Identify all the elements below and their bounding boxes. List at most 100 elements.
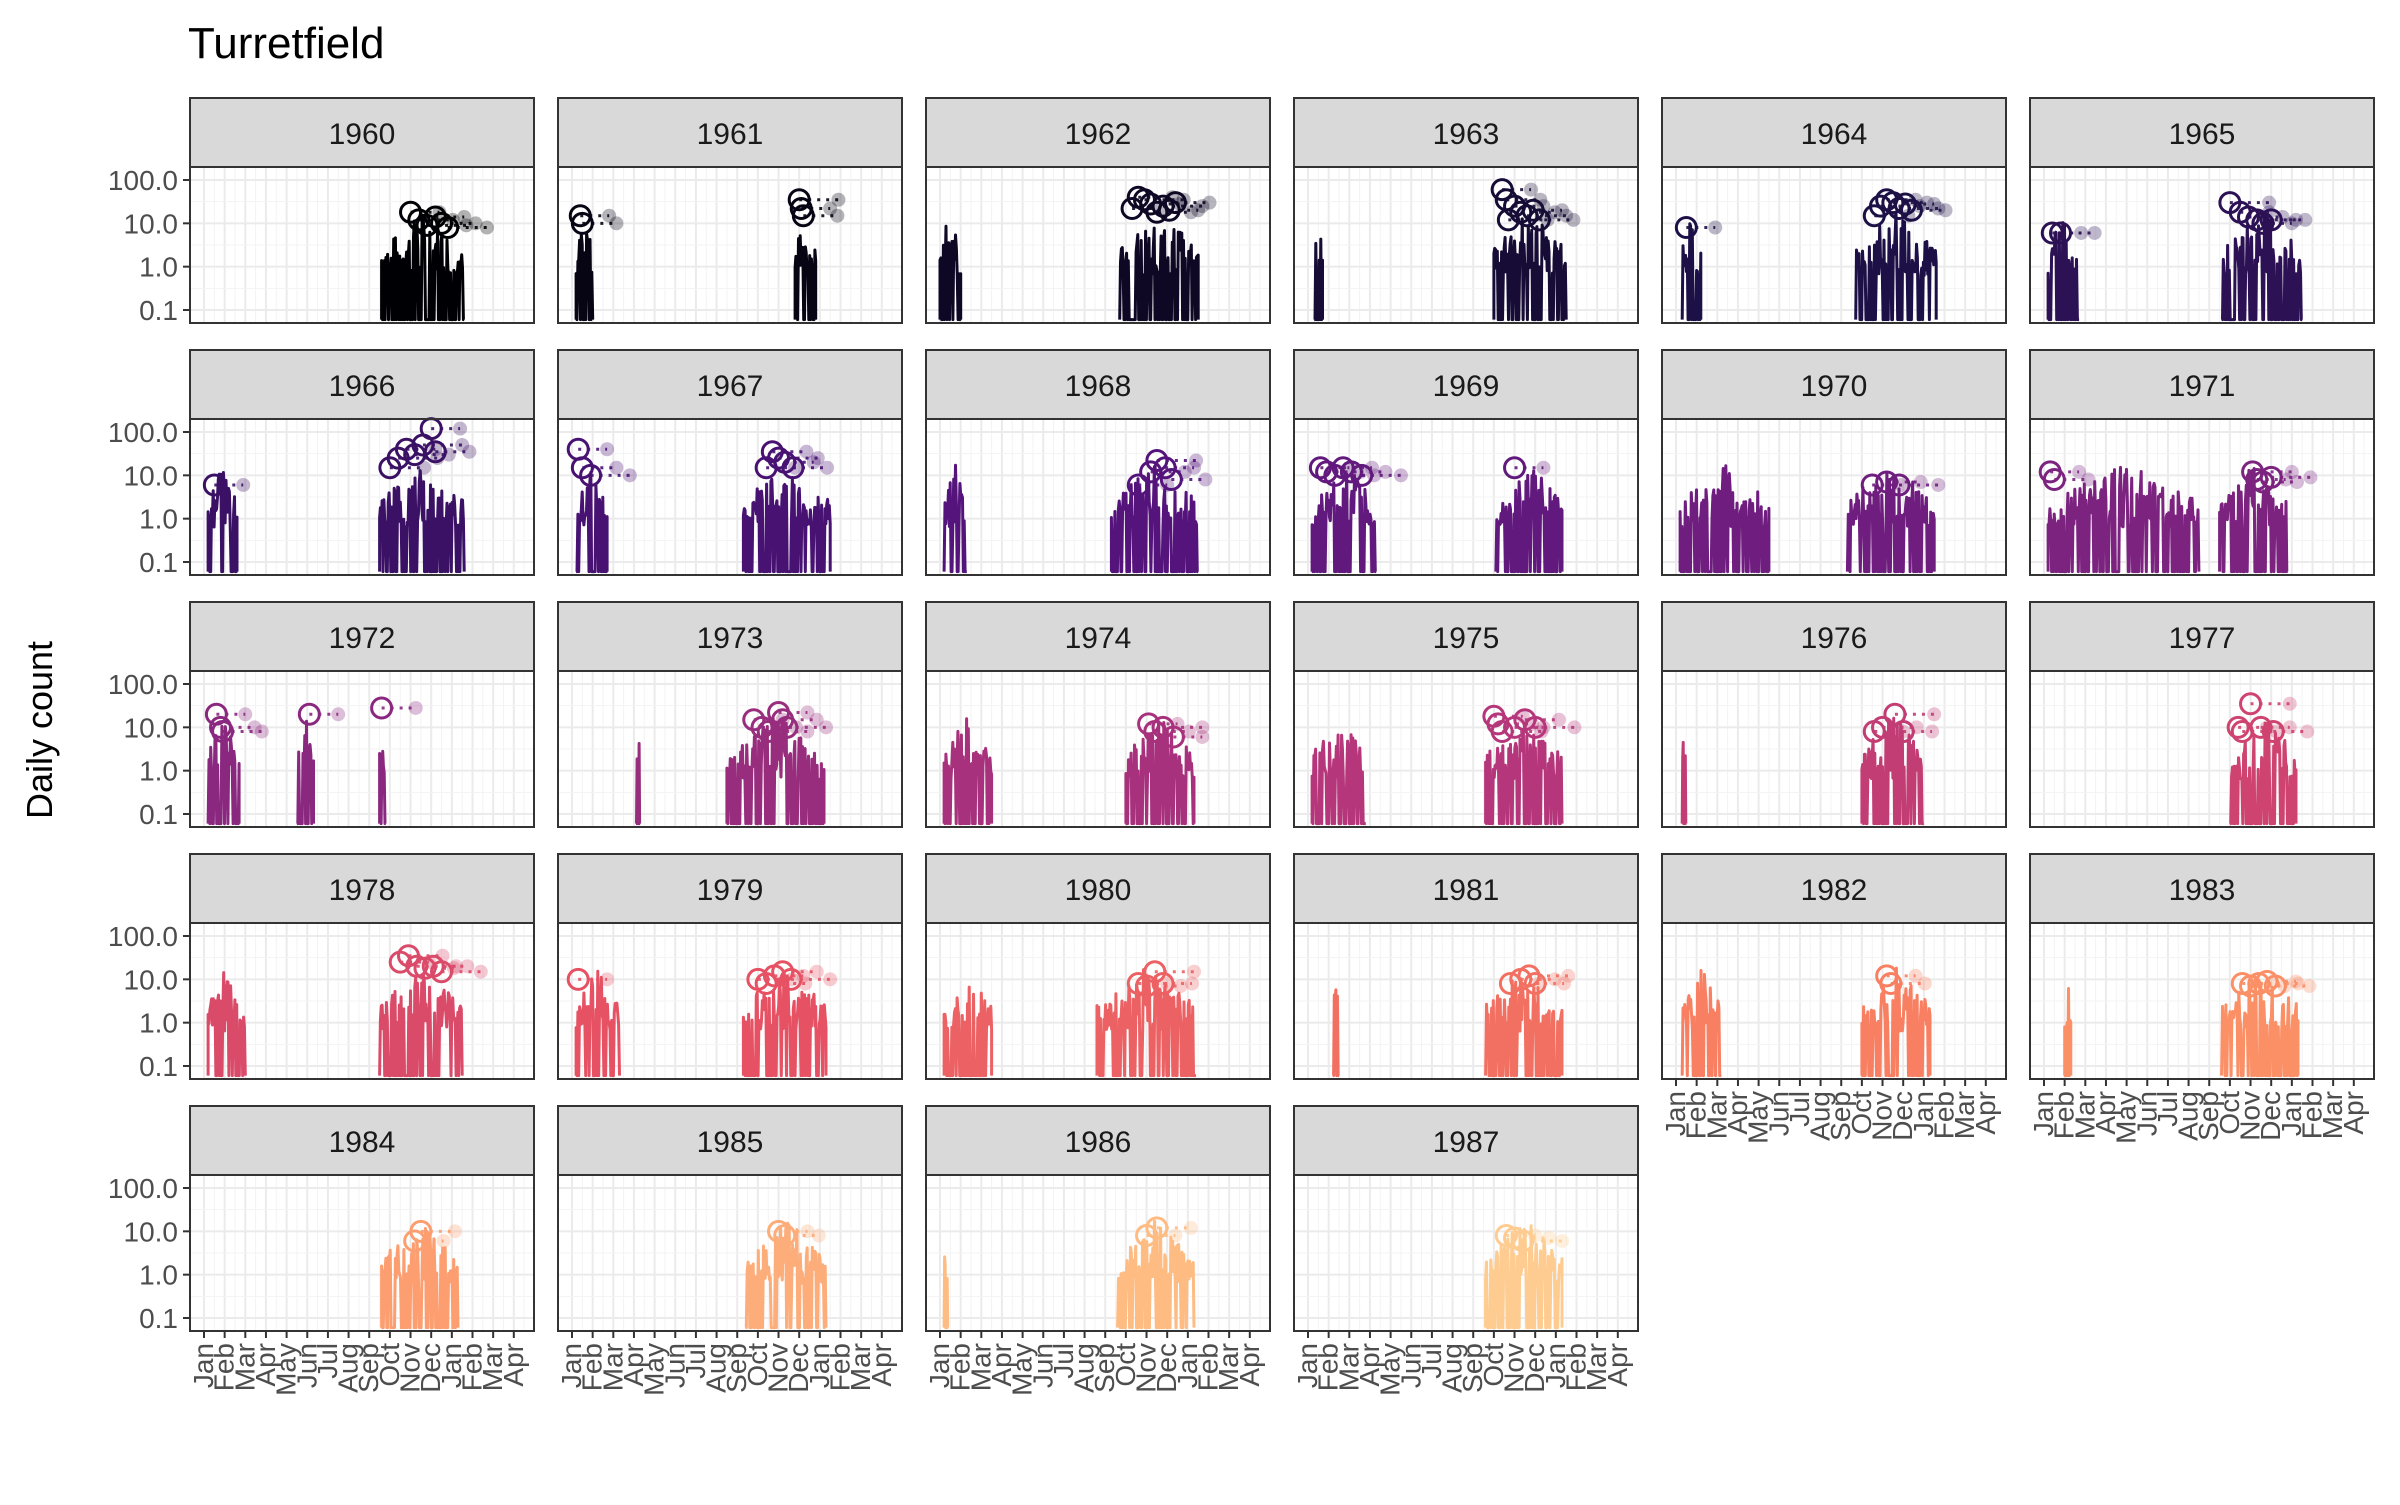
carried-peak-point	[1566, 212, 1581, 227]
x-tick-label: Aug	[2173, 1091, 2204, 1141]
x-tick-label: Jan	[1908, 1091, 1939, 1136]
carried-peak-point	[1393, 468, 1408, 483]
daily-count-line	[1680, 969, 1723, 1078]
peak-marker	[1515, 204, 1539, 228]
y-tick-label: 100.0	[108, 669, 178, 700]
carried-peak-point	[2303, 470, 2318, 485]
y-tick-label: 10.0	[124, 712, 179, 743]
x-tick-label: Feb	[945, 1343, 976, 1391]
x-tick-label: Apr	[250, 1343, 281, 1387]
x-tick-label: Feb	[1928, 1091, 1959, 1139]
carried-peak-point	[800, 705, 815, 720]
peak-marker	[2259, 208, 2283, 232]
facet-strip	[2029, 853, 2375, 924]
y-tick-label: 100.0	[108, 1173, 178, 1204]
peak-marker	[767, 1219, 791, 1243]
peak-marker	[1153, 456, 1177, 480]
carried-peak-point	[1532, 976, 1547, 991]
x-tick-label: Nov	[395, 1343, 426, 1393]
y-tick-label: 1.0	[139, 756, 178, 787]
x-tick-label: Oct	[2214, 1091, 2245, 1135]
x-tick-label: Dec	[1519, 1343, 1550, 1393]
x-tick-label: May	[271, 1343, 302, 1396]
x-tick-label: Feb	[2296, 1091, 2327, 1139]
peak-marker	[1339, 460, 1363, 484]
facet-panel: 1983JanFebMarAprMayJunJulAugSepOctNovDec…	[2028, 853, 2375, 1144]
carried-peak-point	[1536, 720, 1551, 735]
facet-panel: 1986JanFebMarAprMayJunJulAugSepOctNovDec…	[924, 1105, 1271, 1396]
carried-peak-point	[468, 216, 483, 231]
x-tick-label: Jan	[2028, 1091, 2059, 1136]
x-tick-label: Sep	[1825, 1091, 1856, 1141]
facet-strip	[1293, 1105, 1639, 1176]
facet-strip	[1293, 853, 1639, 924]
carried-peak-point	[2302, 979, 2317, 994]
carried-peak-point	[1925, 724, 1940, 739]
carried-peak-point	[1184, 976, 1199, 991]
x-tick-label: Dec	[1151, 1343, 1182, 1393]
daily-count-line	[1492, 217, 1568, 322]
y-tick-label: 10.0	[124, 964, 179, 995]
facet-label: 1962	[1065, 118, 1132, 151]
daily-count-line	[206, 971, 247, 1078]
x-tick-label: Feb	[2049, 1091, 2080, 1139]
panel-border	[557, 670, 903, 828]
carried-peak-point	[1561, 968, 1576, 983]
carried-peak-point	[810, 451, 825, 466]
x-tick-label: Feb	[824, 1343, 855, 1391]
peak-marker	[1511, 1229, 1535, 1253]
carried-peak-point	[809, 712, 824, 727]
peak-marker	[787, 188, 811, 212]
x-tick-label: May	[1375, 1343, 1406, 1396]
facet-strip	[557, 1105, 903, 1176]
carried-peak-point	[800, 724, 815, 739]
peak-marker	[430, 211, 454, 235]
facet-panel: 1975	[1293, 601, 1639, 828]
facet-panel: 1963	[1293, 97, 1639, 324]
panel-border	[557, 418, 903, 576]
facet-label: 1987	[1433, 1126, 1500, 1159]
peak-marker	[1893, 192, 1917, 216]
daily-count-line	[1118, 226, 1200, 322]
panel-border	[925, 418, 1271, 576]
daily-count-line	[635, 742, 642, 826]
daily-count-line	[942, 985, 994, 1078]
daily-count-line	[1484, 1224, 1564, 1330]
panel-border	[189, 922, 535, 1080]
facet-panel: 1973	[557, 601, 903, 828]
x-tick-label: Aug	[1069, 1343, 1100, 1393]
facet-label: 1969	[1433, 370, 1500, 403]
x-tick-label: Oct	[1846, 1091, 1877, 1135]
facet-strip	[2029, 349, 2375, 420]
carried-peak-point	[1931, 201, 1946, 216]
peak-marker	[775, 715, 799, 739]
peak-marker	[1899, 198, 1923, 222]
carried-peak-point	[1198, 472, 1213, 487]
carried-peak-point	[2298, 212, 2313, 227]
carried-peak-point	[1189, 453, 1204, 468]
carried-peak-point	[1173, 979, 1188, 994]
x-tick-label: Oct	[1478, 1343, 1509, 1387]
facet-panel: 1981	[1293, 853, 1639, 1080]
carried-peak-point	[1919, 195, 1934, 210]
x-tick-label: Nov	[1131, 1343, 1162, 1393]
x-tick-label: Sep	[721, 1343, 752, 1393]
x-tick-label: Dec	[415, 1343, 446, 1393]
facet-strip	[925, 1105, 1271, 1176]
peak-marker	[370, 696, 394, 720]
peak-marker	[1523, 715, 1547, 739]
daily-count-line	[206, 471, 239, 574]
peak-marker	[436, 216, 460, 240]
carried-peak-point	[1187, 460, 1202, 475]
x-tick-label: Apr	[1970, 1091, 2001, 1135]
x-tick-label: Feb	[1192, 1343, 1223, 1391]
x-tick-label: Feb	[1560, 1343, 1591, 1391]
carried-peak-point	[459, 218, 474, 233]
y-tick-label: 0.1	[139, 1303, 178, 1334]
peak-marker	[1860, 473, 1884, 497]
facet-strip	[189, 349, 535, 420]
peak-marker	[1126, 473, 1150, 497]
x-tick-label: Mar	[1213, 1343, 1244, 1391]
carried-peak-point	[820, 460, 835, 475]
carried-peak-point	[238, 707, 253, 722]
